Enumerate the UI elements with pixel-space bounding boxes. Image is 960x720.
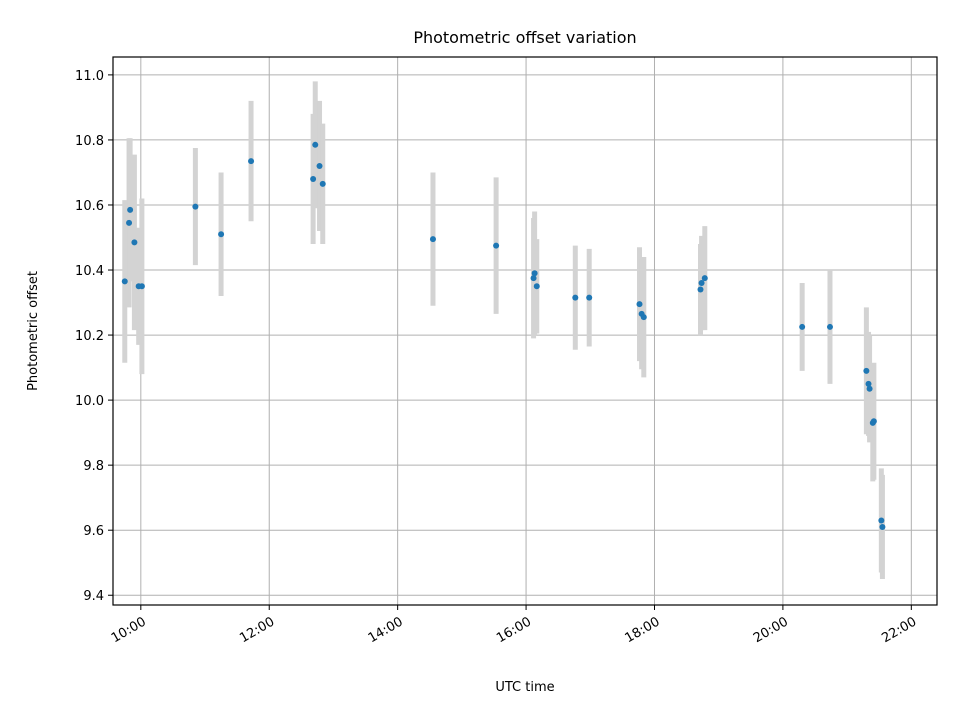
y-tick-label: 9.4 <box>83 589 104 604</box>
x-axis-label: UTC time <box>495 680 554 695</box>
y-tick-label: 11.0 <box>75 69 104 84</box>
y-tick-label: 10.4 <box>75 264 104 279</box>
data-point <box>870 418 877 425</box>
y-tick-label: 10.2 <box>75 329 104 344</box>
y-tick-label: 9.8 <box>83 459 104 474</box>
data-point <box>127 206 134 213</box>
data-point <box>863 367 870 374</box>
y-tick-label: 9.6 <box>83 524 104 539</box>
data-point <box>192 203 199 210</box>
data-point <box>799 323 806 330</box>
y-tick-label: 10.6 <box>75 199 104 214</box>
data-point <box>312 141 319 148</box>
data-point <box>138 283 145 290</box>
data-point <box>879 523 886 530</box>
data-point <box>429 236 436 243</box>
data-point <box>572 294 579 301</box>
plot-frame <box>112 56 938 606</box>
data-point <box>636 301 643 308</box>
y-tick-label: 10.0 <box>75 394 104 409</box>
data-point <box>530 275 537 282</box>
y-axis-ticks: 9.4 9.6 9.8 10.0 10.2 10.4 10.6 10.8 11.0 <box>75 69 113 604</box>
data-point <box>701 275 708 282</box>
data-point <box>586 294 593 301</box>
data-point <box>319 180 326 187</box>
data-point <box>826 323 833 330</box>
data-point <box>697 286 704 293</box>
y-tick-label: 10.8 <box>75 134 104 149</box>
data-point <box>131 239 138 246</box>
data-point <box>493 242 500 249</box>
data-point <box>865 380 872 387</box>
data-point <box>866 385 873 392</box>
chart-title: Photometric offset variation <box>413 28 636 47</box>
y-axis-label: Photometric offset <box>26 271 41 391</box>
data-point <box>316 162 323 169</box>
data-point <box>698 280 705 287</box>
data-point <box>640 314 647 321</box>
data-points <box>121 141 886 530</box>
data-point <box>310 175 317 182</box>
data-point <box>531 270 538 277</box>
data-point <box>248 158 255 165</box>
data-point <box>218 231 225 238</box>
data-point <box>121 278 128 285</box>
grid-lines <box>113 57 937 605</box>
data-point <box>533 283 540 290</box>
data-point <box>126 219 133 226</box>
data-point <box>878 517 885 524</box>
plot-area <box>113 57 937 605</box>
